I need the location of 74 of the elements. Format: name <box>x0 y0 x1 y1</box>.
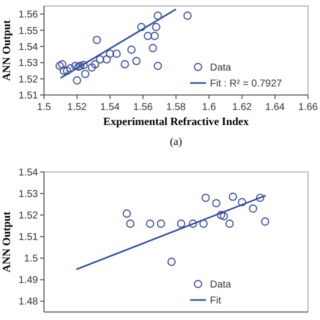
point <box>96 55 104 64</box>
point <box>58 60 66 68</box>
point <box>127 46 136 54</box>
point <box>91 60 100 68</box>
point <box>120 60 129 68</box>
point <box>92 36 101 44</box>
legend-label: Data <box>210 280 232 290</box>
x-tick-label: 1.6 <box>202 102 216 113</box>
point <box>122 209 131 218</box>
x-tick-label: 1.5 <box>37 102 52 113</box>
point <box>102 55 111 64</box>
point <box>152 22 160 32</box>
point <box>71 62 80 70</box>
y-tick-label: 1.53 <box>18 189 38 200</box>
point <box>216 210 226 220</box>
point <box>154 62 162 70</box>
y-tick-label: 1.55 <box>18 26 38 37</box>
point <box>225 220 234 228</box>
point <box>154 12 162 20</box>
point <box>72 76 82 85</box>
point <box>148 44 158 52</box>
x-tick-label: 1.62 <box>232 102 252 113</box>
point <box>167 258 176 266</box>
point <box>256 194 264 202</box>
y-tick-label: 1.52 <box>18 210 38 222</box>
x-tick-label: 1.58 <box>166 102 186 113</box>
point <box>106 50 114 58</box>
x-tick-label: 1.64 <box>265 102 286 113</box>
point <box>112 50 121 58</box>
y-tick-label: 1.51 <box>18 90 38 102</box>
x-axis-title: Experimental Refractive Index <box>103 116 250 128</box>
point <box>62 66 72 75</box>
y-tick-label: 1.48 <box>18 296 38 308</box>
point <box>238 198 246 206</box>
y-axis-title: ANN Output <box>1 211 13 272</box>
point <box>228 192 238 201</box>
point <box>248 204 258 213</box>
legend-label: Fit <box>210 296 222 306</box>
y-tick-label: 1.51 <box>18 232 38 244</box>
legend-label: Fit : R² = 0.7927 <box>210 78 282 90</box>
point <box>56 62 64 70</box>
point <box>183 12 192 20</box>
point <box>144 32 152 40</box>
point <box>188 220 198 228</box>
x-tick-label: 1.54 <box>100 102 120 113</box>
x-tick-label: 1.56 <box>133 102 154 113</box>
y-axis-title: ANN Output <box>1 20 13 81</box>
y-tick-label: 1.49 <box>18 275 38 286</box>
legend-label: Data <box>210 62 232 74</box>
y-tick-label: 1.56 <box>18 10 38 21</box>
x-tick-label: 1.52 <box>67 102 88 113</box>
y-tick-label: 1.52 <box>18 74 38 86</box>
point <box>156 220 166 228</box>
point <box>146 220 154 228</box>
y-tick-label: 1.5 <box>24 254 38 265</box>
point <box>176 220 186 228</box>
point <box>150 32 159 40</box>
point <box>212 199 220 208</box>
point <box>132 56 141 66</box>
point <box>126 220 134 228</box>
point <box>79 60 88 70</box>
x-tick-label: 1.66 <box>298 102 318 113</box>
y-tick-label: 1.54 <box>18 168 38 178</box>
point <box>88 63 96 72</box>
y-tick-label: 1.54 <box>18 42 38 53</box>
point <box>81 70 90 78</box>
point <box>260 217 270 226</box>
text: (a) <box>170 136 182 148</box>
point <box>60 66 68 75</box>
point <box>137 22 146 32</box>
point <box>220 212 228 220</box>
point <box>199 220 208 228</box>
y-tick-label: 1.53 <box>18 58 38 70</box>
point <box>202 194 210 202</box>
